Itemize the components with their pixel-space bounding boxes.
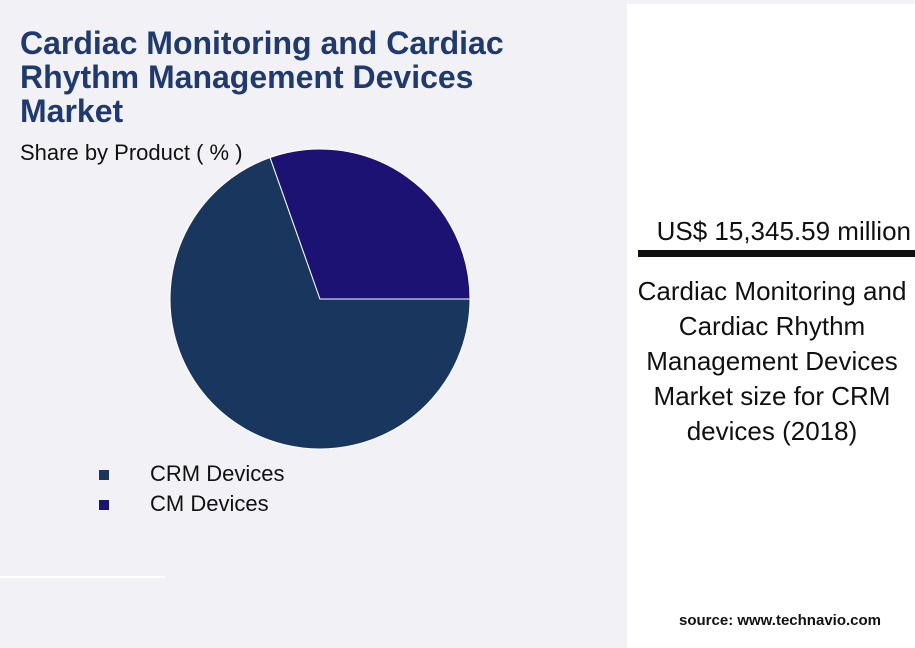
legend-swatch — [99, 500, 109, 510]
callout-value: US$ 15,345.59 million — [656, 216, 911, 246]
legend-label: CM Devices — [150, 491, 269, 516]
chart: CRM Devices CM Devices — [99, 148, 471, 516]
source: source: www.technavio.com — [679, 612, 881, 629]
callout-description: Cardiac Monitoring and Cardiac Rhythm Ma… — [637, 276, 907, 446]
legend-label: CRM Devices — [150, 461, 284, 486]
pie-slice — [269, 148, 471, 300]
callout-panel: US$ 15,345.59 million Cardiac Monitoring… — [627, 4, 915, 648]
pie-slice — [169, 156, 471, 450]
legend-swatch — [99, 470, 109, 480]
chart-subtitle: Share by Product ( % ) — [20, 140, 243, 165]
chart-title: Cardiac Monitoring and Cardiac Rhythm Ma… — [20, 25, 504, 129]
divider — [0, 576, 165, 578]
callout-bar — [638, 250, 915, 257]
